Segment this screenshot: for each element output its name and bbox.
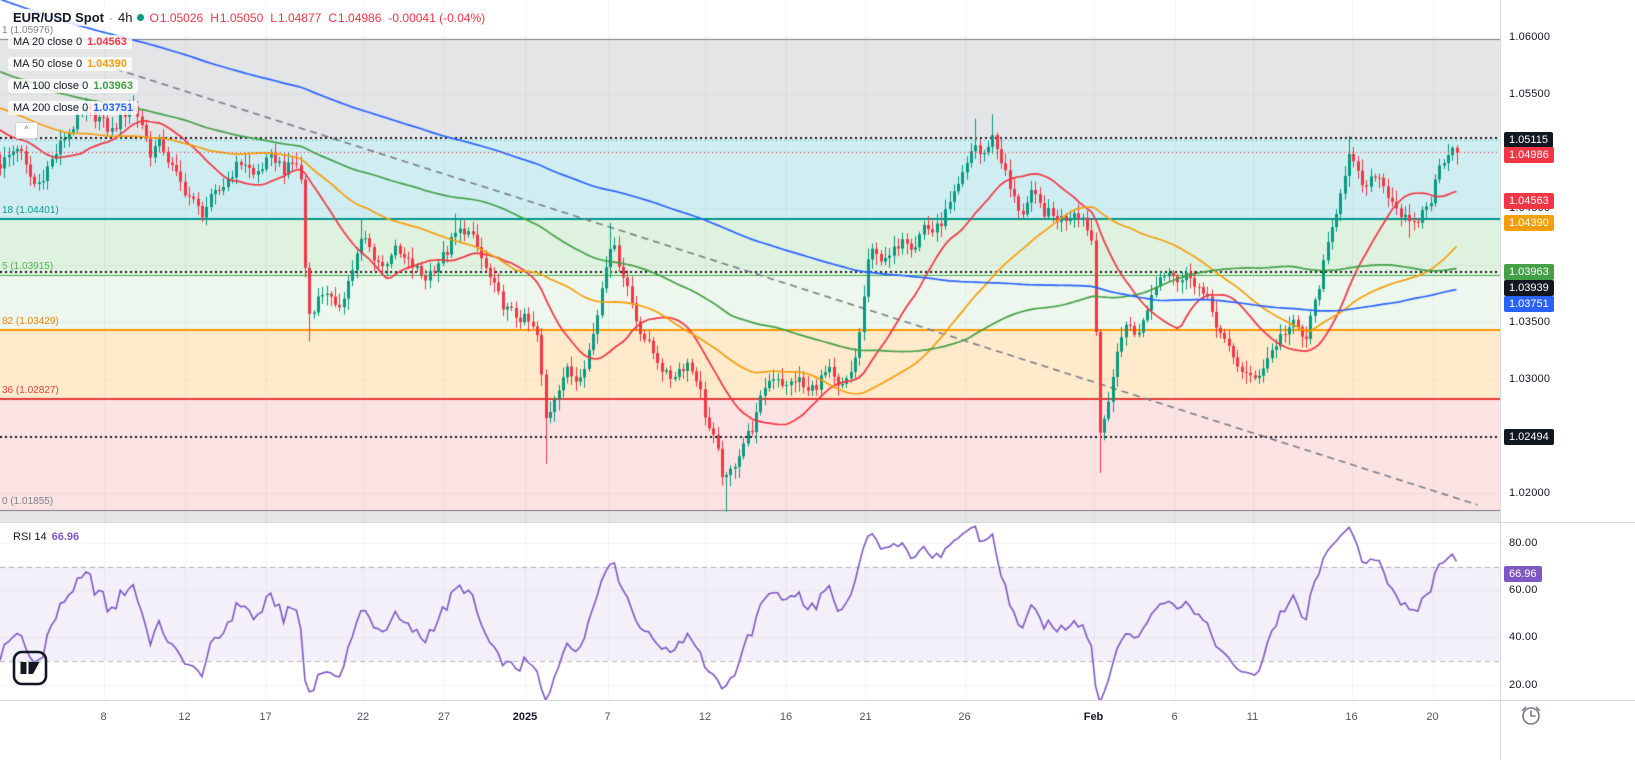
price-axis-border (1500, 0, 1501, 760)
time-tick-label: 16 (1345, 711, 1358, 723)
time-tick-label: 12 (698, 711, 712, 723)
ohlc-low-label: L (270, 10, 277, 25)
indicator-label: MA 200 close 0 (13, 102, 89, 114)
price-tick-label: 1.03500 (1509, 316, 1551, 329)
ohlc-open-label: O (149, 10, 159, 25)
time-tick-label: 16 (779, 711, 793, 723)
time-tick-label: Feb (1083, 711, 1104, 723)
time-tick-label: 17 (259, 711, 272, 723)
time-tick-label: 22 (356, 711, 370, 723)
ohlc-open-value: 1.05026 (159, 10, 204, 25)
ohlc-values: O 1.05026 H 1.05050 L 1.04877 C 1.04986 -0.0… (149, 11, 485, 25)
price-axis[interactable]: 1.060001.055001.045001.035001.030001.020… (1501, 0, 1635, 700)
interval-label[interactable]: 4h (118, 10, 133, 25)
rsi-tick-label: 20.00 (1509, 678, 1538, 691)
rsi-tick-label: 40.00 (1509, 631, 1538, 644)
rsi-tick-label: 60.00 (1509, 584, 1538, 597)
ohlc-close-label: C (328, 10, 338, 25)
fib-level-label: 36 (1.02827) (2, 384, 59, 396)
symbol-row[interactable]: EUR/USD Spot · 4h O 1.05026 H 1.05050 L 1.0… (8, 8, 491, 27)
fib-level-label: 1 (1.05976) (2, 25, 54, 37)
price-badge[interactable]: 1.03963 (1504, 264, 1554, 281)
rsi-indicator-row[interactable]: RSI 14 66.96 (8, 529, 85, 545)
fib-level-label: 18 (1.04401) (2, 205, 59, 217)
collapse-pane-button[interactable]: ^ (15, 122, 38, 139)
indicator-row-ma100[interactable]: MA 100 close 0 1.03963 (8, 78, 490, 94)
tradingview-logo[interactable] (12, 650, 48, 691)
chart-legend: EUR/USD Spot · 4h O 1.05026 H 1.05050 L 1.0… (8, 8, 491, 122)
rsi-tick-label: 80.00 (1509, 537, 1538, 550)
ohlc-close-value: 1.04986 (338, 10, 382, 25)
price-badge[interactable]: 1.03751 (1504, 296, 1554, 313)
price-badge[interactable]: 1.04390 (1504, 215, 1554, 232)
indicator-value: 1.04390 (87, 58, 127, 70)
price-tick-label: 1.06000 (1509, 30, 1551, 43)
fib-level-label: 5 (1.03915) (2, 260, 54, 272)
change-value: -0.00041 (-0.04%) (388, 10, 486, 25)
fib-level-label: 82 (1.03429) (2, 316, 59, 328)
ohlc-high-label: H (210, 10, 219, 25)
rsi-value: 66.96 (51, 531, 80, 543)
pane-separator[interactable] (0, 522, 1635, 523)
market-status-dot (137, 14, 145, 21)
time-tick-label: 2025 (512, 711, 538, 723)
ohlc-high-value: 1.05050 (219, 10, 264, 25)
price-badge[interactable]: 1.04986 (1504, 147, 1554, 164)
indicator-row-ma200[interactable]: MA 200 close 0 1.03751 (8, 100, 490, 116)
time-axis[interactable]: 8 12 17 22 27 2025 7 12 16 21 26 Feb 6 11 16 20 (0, 701, 1500, 760)
indicator-value: 1.03751 (93, 102, 133, 114)
time-tick-label: 6 (1171, 711, 1178, 723)
time-tick-label: 26 (958, 711, 971, 723)
main-price-chart[interactable] (0, 0, 1500, 522)
indicator-row-ma50[interactable]: MA 50 close 0 1.04390 (8, 56, 490, 72)
time-tick-label: 27 (437, 711, 451, 723)
indicator-label: MA 50 close 0 (13, 58, 83, 70)
ohlc-low-value: 1.04877 (277, 10, 322, 25)
symbol-title[interactable]: EUR/USD Spot (13, 10, 104, 25)
fib-level-label: 0 (1.01855) (2, 496, 54, 507)
price-tick-label: 1.02000 (1509, 487, 1551, 500)
rsi-label: RSI 14 (13, 531, 47, 543)
price-badge[interactable]: 1.02494 (1504, 429, 1554, 446)
rsi-badge[interactable]: 66.96 (1504, 565, 1542, 582)
indicator-value: 1.04563 (87, 36, 127, 48)
price-tick-label: 1.05500 (1509, 87, 1551, 100)
time-tick-label: 7 (604, 711, 611, 723)
price-badge[interactable]: 1.05115 (1504, 131, 1553, 148)
time-tick-label: 21 (859, 711, 872, 723)
price-badge[interactable]: 1.03939 (1504, 279, 1554, 296)
price-badge[interactable]: 1.04563 (1504, 192, 1554, 209)
price-tick-label: 1.03000 (1509, 373, 1551, 386)
rsi-pane-chart[interactable] (0, 523, 1500, 700)
time-tick-label: 11 (1246, 711, 1259, 723)
time-tick-label: 20 (1426, 711, 1439, 723)
indicator-value: 1.03963 (93, 80, 133, 92)
time-axis-separator (0, 700, 1635, 701)
time-tick-label: 12 (178, 711, 191, 723)
clock-icon[interactable] (1518, 702, 1544, 733)
indicator-label: MA 100 close 0 (13, 80, 89, 92)
indicator-row-ma20[interactable]: MA 20 close 0 1.04563 (8, 34, 490, 50)
time-tick-label: 8 (100, 711, 107, 723)
indicator-label: MA 20 close 0 (13, 36, 83, 48)
title-separator: · (109, 10, 113, 25)
